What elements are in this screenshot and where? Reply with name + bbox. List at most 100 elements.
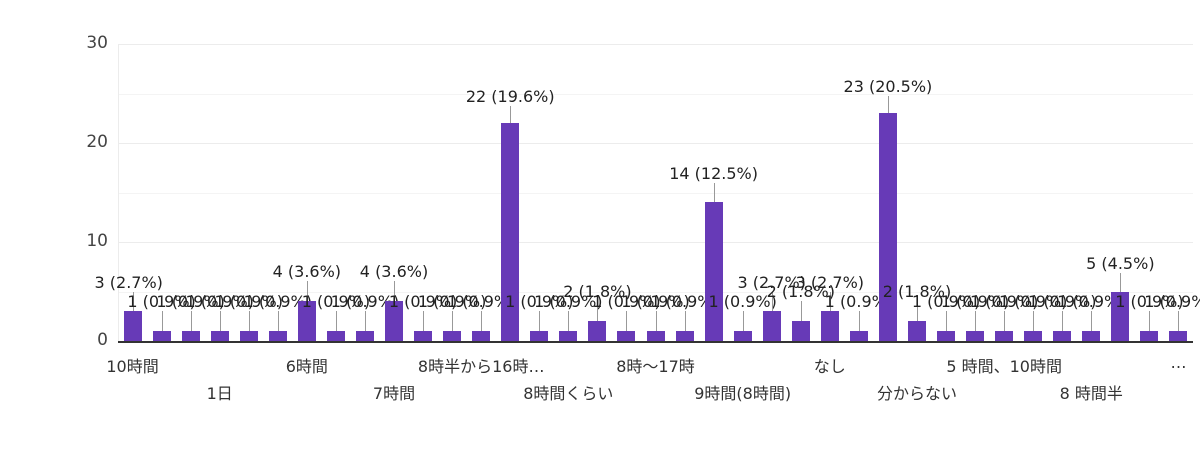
data-label: 3 (2.7%) xyxy=(795,273,865,292)
x-tick-label: 8 時間半 xyxy=(1059,384,1123,403)
label-leader-line xyxy=(423,311,425,332)
data-label: 1 (0.9%) xyxy=(592,292,661,311)
y-tick-label: 20 xyxy=(86,132,108,152)
label-leader-line xyxy=(946,311,948,332)
data-label: 4 (3.6%) xyxy=(359,262,429,281)
data-label: 1 (0.9%) xyxy=(1144,292,1200,311)
data-label: 1 (0.9%) xyxy=(650,292,719,311)
data-label: 2 (1.8%) xyxy=(766,282,835,301)
label-leader-line xyxy=(277,311,279,332)
data-label: 1 (0.9%) xyxy=(911,292,981,311)
label-leader-line xyxy=(1178,311,1180,332)
bar xyxy=(1053,331,1072,341)
data-label: 1 (0.9%) xyxy=(243,292,312,311)
label-leader-line xyxy=(306,281,308,302)
data-label: 1 (0.9%) xyxy=(621,292,690,311)
label-leader-line xyxy=(219,311,221,332)
label-leader-line xyxy=(655,311,657,332)
bar xyxy=(414,331,433,341)
x-tick-label: … xyxy=(1170,353,1187,372)
bar xyxy=(268,331,287,341)
bar xyxy=(530,331,549,341)
bar xyxy=(297,301,316,341)
label-leader-line xyxy=(452,311,454,332)
bar xyxy=(559,331,578,341)
label-leader-line xyxy=(1149,311,1151,332)
label-leader-line xyxy=(248,311,250,332)
data-label: 1 (0.9%) xyxy=(388,292,458,311)
bar xyxy=(966,331,985,341)
data-label: 1 (0.9%) xyxy=(214,292,283,311)
data-label: 1 (0.9%) xyxy=(330,292,400,311)
data-label: 1 (0.9%) xyxy=(185,292,254,311)
x-tick-label: 分からない xyxy=(876,384,957,403)
label-leader-line xyxy=(1120,273,1122,292)
label-leader-line xyxy=(161,311,163,332)
data-label: 1 (0.9%) xyxy=(534,292,603,311)
data-label: 1 (0.9%) xyxy=(969,292,1039,311)
x-tick-label: 8時半から16時… xyxy=(417,357,545,376)
label-leader-line xyxy=(335,311,337,332)
data-label: 2 (1.8%) xyxy=(882,282,952,301)
x-tick-label: なし xyxy=(813,357,846,376)
data-label: 1 (0.9%) xyxy=(824,292,894,311)
x-tick-label: 8時〜17時 xyxy=(616,357,695,376)
label-leader-line xyxy=(539,311,541,332)
y-axis-line xyxy=(118,44,119,341)
bar xyxy=(907,321,926,341)
label-leader-line xyxy=(742,311,744,332)
bar xyxy=(588,321,607,341)
data-label: 2 (1.8%) xyxy=(563,282,632,301)
data-label: 1 (0.9%) xyxy=(940,292,1010,311)
bar xyxy=(704,202,723,341)
label-leader-line xyxy=(858,311,860,332)
label-leader-line xyxy=(132,292,134,312)
label-leader-line xyxy=(597,301,599,322)
bar xyxy=(1140,331,1159,341)
label-leader-line xyxy=(829,292,831,312)
bar xyxy=(152,331,171,341)
label-leader-line xyxy=(568,311,570,332)
bar xyxy=(675,331,694,341)
label-leader-line xyxy=(771,292,773,312)
data-label: 1 (0.9%) xyxy=(1028,292,1097,311)
x-tick-label: 5 時間、10時間 xyxy=(946,357,1062,376)
data-label: 23 (20.5%) xyxy=(843,77,933,97)
label-leader-line xyxy=(394,281,395,302)
bar xyxy=(443,331,462,341)
bar xyxy=(385,301,403,341)
label-leader-line xyxy=(1062,311,1064,332)
bar xyxy=(791,321,810,341)
x-tick-label: 7時間 xyxy=(372,384,416,403)
bar xyxy=(1111,291,1130,341)
data-label: 1 (0.9%) xyxy=(127,292,196,311)
bar xyxy=(646,331,665,341)
bar xyxy=(1024,331,1043,341)
label-leader-line xyxy=(916,301,918,322)
data-label: 1 (0.9%) xyxy=(1057,292,1126,311)
x-tick-label: 6時間 xyxy=(285,357,328,376)
x-tick-label: 9時間(8時間) xyxy=(694,384,792,403)
x-tick-label: 10時間 xyxy=(106,357,159,376)
y-tick-label: 30 xyxy=(86,33,108,53)
data-label: 3 (2.7%) xyxy=(94,273,163,292)
data-label: 1 (0.9%) xyxy=(156,292,225,311)
bar xyxy=(326,331,345,341)
label-leader-line xyxy=(481,311,483,332)
bar xyxy=(820,311,839,341)
data-label: 4 (3.6%) xyxy=(272,262,342,281)
data-label: 1 (0.9%) xyxy=(708,292,777,311)
bar xyxy=(239,331,258,341)
label-leader-line xyxy=(1091,311,1093,332)
data-label: 1 (0.9%) xyxy=(998,292,1068,311)
minor-gridline xyxy=(118,192,1193,194)
bar xyxy=(733,331,752,341)
label-leader-line xyxy=(626,311,628,332)
bar xyxy=(210,331,229,341)
data-label: 5 (4.5%) xyxy=(1086,254,1155,273)
bar xyxy=(617,331,636,341)
label-leader-line xyxy=(713,183,715,203)
bar xyxy=(937,331,956,341)
data-label: 14 (12.5%) xyxy=(669,164,758,184)
